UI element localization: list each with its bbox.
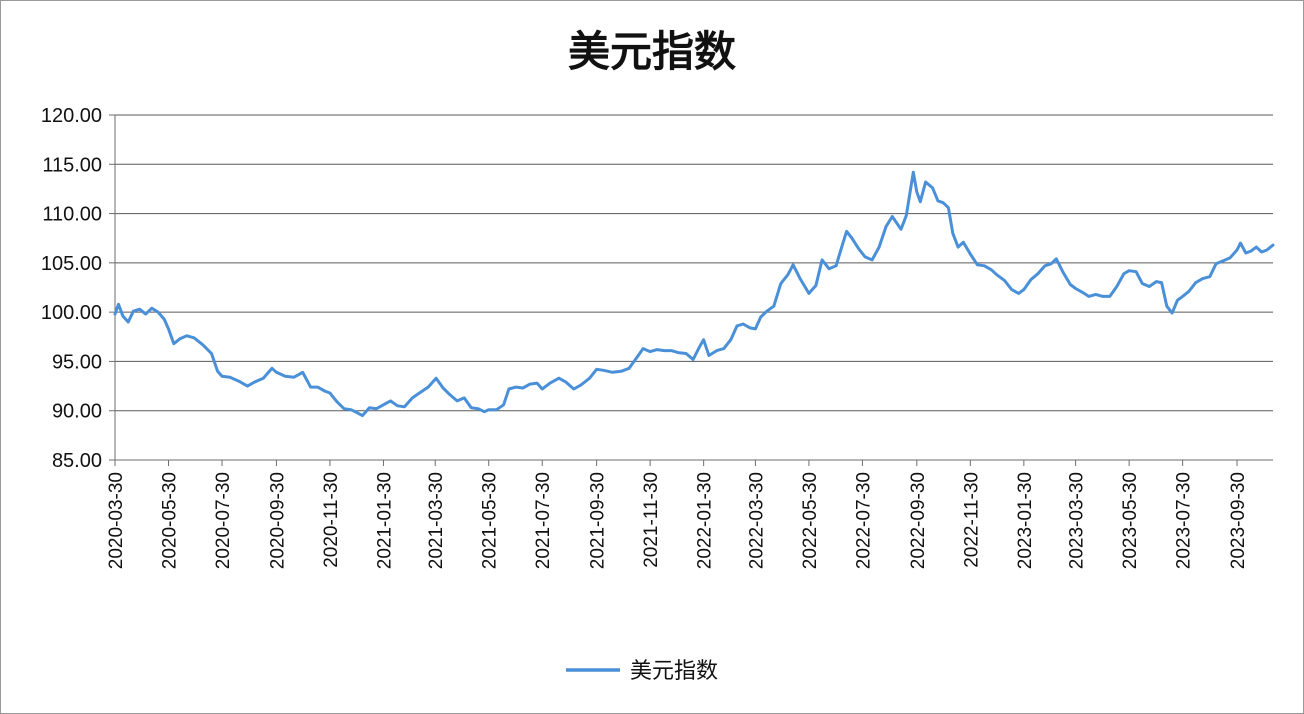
x-tick-label: 2022-05-30: [800, 472, 821, 569]
y-tick-label: 115.00: [42, 154, 102, 176]
x-tick-label: 2021-03-30: [426, 472, 447, 569]
axes: [114, 115, 1273, 461]
x-tick-label: 2020-05-30: [160, 472, 181, 569]
x-tick-label: 2023-03-30: [1067, 472, 1088, 569]
chart-title: 美元指数: [567, 27, 736, 76]
series-layer: [113, 170, 1275, 418]
x-tick-label: 2021-09-30: [588, 472, 609, 569]
x-tick-label: 2022-03-30: [746, 472, 767, 569]
x-tick-label: 2020-11-30: [321, 472, 342, 568]
y-tick-label: 100.00: [41, 302, 102, 324]
y-tick-label: 105.00: [41, 253, 102, 275]
x-tick-label: 2021-11-30: [641, 472, 662, 568]
series-line: [113, 170, 1275, 418]
x-tick-label: 2021-01-30: [374, 472, 395, 569]
y-tick-label: 90.00: [52, 401, 102, 423]
x-tick-label: 2023-05-30: [1120, 472, 1141, 569]
x-tick-label: 2020-07-30: [213, 472, 234, 569]
gridlines: [115, 114, 1273, 412]
x-tick-label: 2022-07-30: [853, 472, 874, 569]
x-tick-label: 2021-05-30: [480, 472, 501, 569]
x-tick-label: 2020-03-30: [106, 472, 127, 569]
x-tick-label: 2023-09-30: [1228, 472, 1249, 569]
x-tick-label: 2022-01-30: [695, 472, 716, 569]
x-tick-label: 2021-07-30: [533, 472, 554, 569]
y-tick-labels: 85.00 90.00 95.00 100.00 105.00 110.00 115.00 1…: [41, 105, 115, 472]
legend-label: 美元指数: [630, 659, 718, 684]
y-tick-label: 120.00: [41, 105, 102, 127]
x-tick-label: 2023-01-30: [1015, 472, 1036, 569]
y-tick-label: 95.00: [52, 351, 102, 373]
x-tick-labels: 2020-03-30 2020-05-30 2020-07-30 2020-09-30…: [106, 460, 1249, 569]
y-tick-label: 85.00: [52, 450, 102, 472]
y-tick-label: 110.00: [42, 204, 102, 226]
x-tick-label: 2020-09-30: [267, 472, 288, 569]
x-tick-label: 2023-07-30: [1174, 472, 1195, 569]
x-tick-label: 2022-11-30: [961, 472, 982, 568]
legend: 美元指数: [566, 659, 718, 684]
x-tick-label: 2022-09-30: [908, 472, 929, 569]
